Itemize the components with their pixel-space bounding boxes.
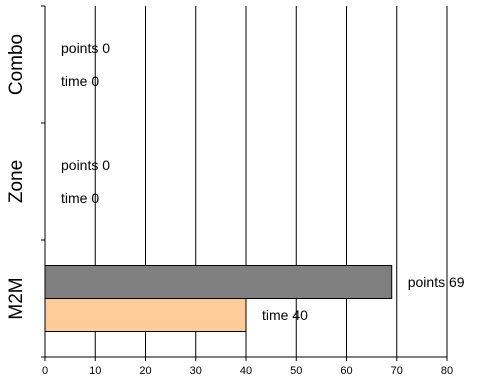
data-label-points: points 0 xyxy=(61,157,110,173)
x-tick-label: 10 xyxy=(89,365,101,377)
x-tick-label: 40 xyxy=(240,365,252,377)
bar-points xyxy=(44,265,393,299)
x-tick-label: 0 xyxy=(42,365,48,377)
category-label: Combo xyxy=(6,34,27,95)
x-tick-label: 50 xyxy=(290,365,302,377)
bars xyxy=(44,265,393,332)
labels: Combo points 0 time 0 Zone points 0 time 0 M2M… xyxy=(6,34,465,323)
data-label-time: time 0 xyxy=(61,190,99,206)
data-label-time: time 40 xyxy=(262,307,308,323)
bar-time xyxy=(44,298,247,332)
category-label: M2M xyxy=(6,277,27,319)
x-tick-label: 70 xyxy=(391,365,403,377)
x-tick-label: 60 xyxy=(340,365,352,377)
axes: 0 10 20 30 40 50 60 70 80 xyxy=(41,5,453,377)
data-label-points: points 0 xyxy=(61,40,110,56)
x-tick-label: 30 xyxy=(190,365,202,377)
x-tick-label: 20 xyxy=(139,365,151,377)
category-label: Zone xyxy=(6,160,27,203)
data-label-points: points 69 xyxy=(408,274,465,290)
x-tick-label: 80 xyxy=(441,365,453,377)
grid-lines xyxy=(94,6,448,357)
data-label-time: time 0 xyxy=(61,73,99,89)
